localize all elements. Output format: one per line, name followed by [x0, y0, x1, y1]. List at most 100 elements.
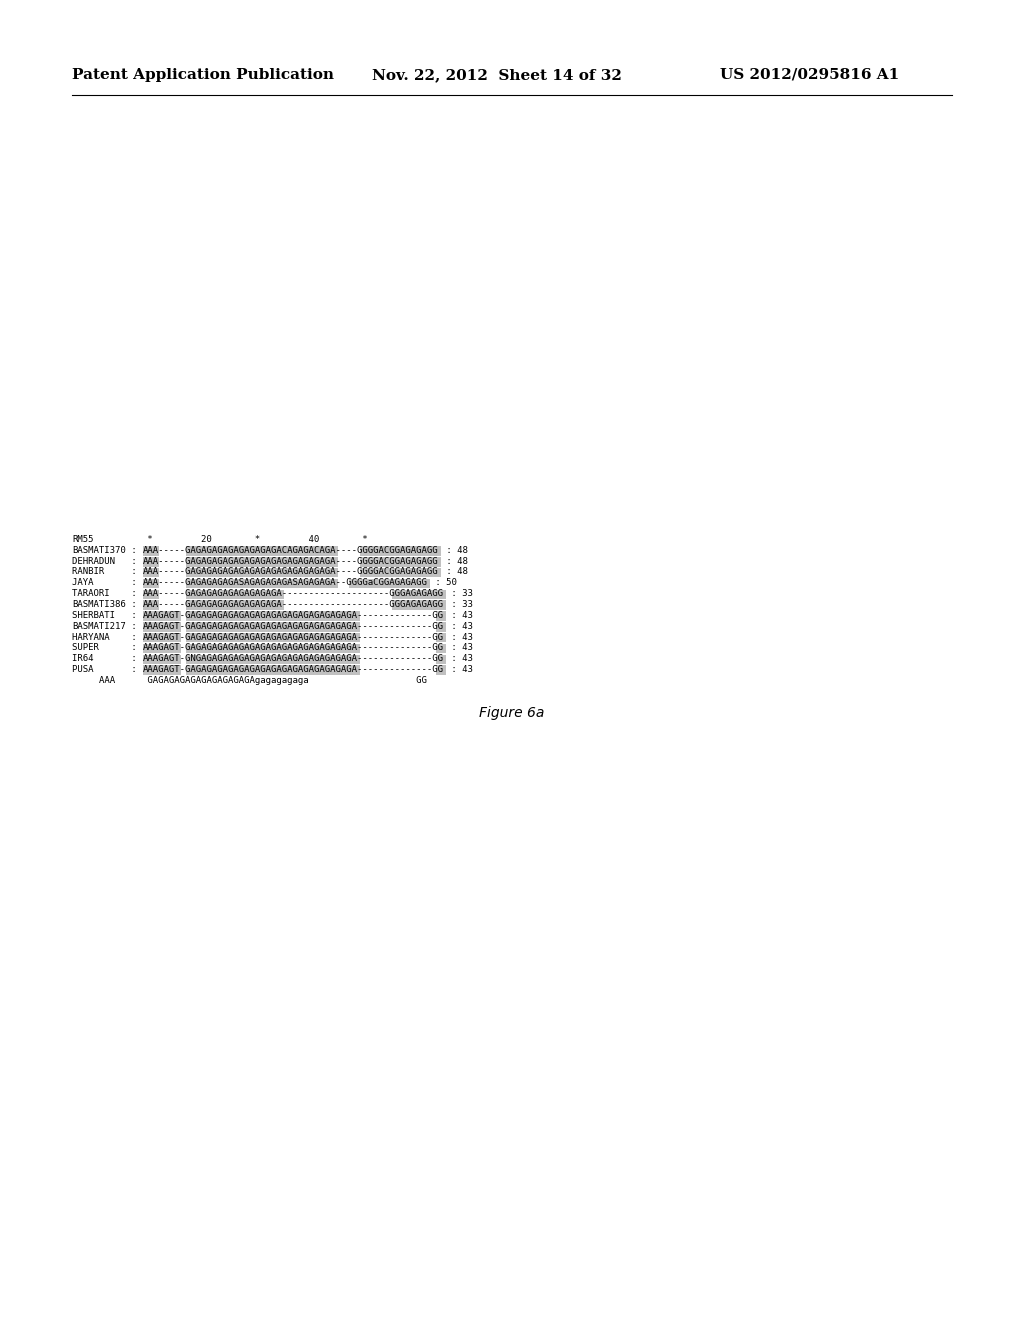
Bar	[197, 601, 202, 610]
Bar	[229, 632, 234, 643]
Bar	[164, 644, 170, 653]
Bar	[267, 557, 272, 566]
Bar	[208, 568, 213, 577]
Bar	[279, 655, 284, 664]
Bar	[202, 578, 208, 589]
Bar	[234, 655, 241, 664]
Bar	[284, 655, 289, 664]
Bar	[154, 546, 159, 556]
Bar	[142, 644, 147, 653]
Bar	[435, 546, 441, 556]
Bar	[310, 557, 316, 566]
Bar	[316, 568, 322, 577]
Bar	[387, 546, 392, 556]
Bar	[300, 622, 305, 632]
Bar	[300, 665, 305, 675]
Bar	[295, 578, 300, 589]
Bar	[289, 557, 295, 566]
Bar	[234, 611, 241, 620]
Bar	[435, 644, 441, 653]
Text: AAA-----GAGAGAGAGAGAGAGAGA--------------------GGGAGAGAGG: AAA-----GAGAGAGAGAGAGAGAGA--------------…	[142, 589, 443, 598]
Bar	[224, 632, 229, 643]
Bar	[208, 622, 213, 632]
Bar	[289, 665, 295, 675]
Bar	[381, 568, 387, 577]
Bar	[197, 557, 202, 566]
Bar	[279, 665, 284, 675]
Bar	[256, 665, 262, 675]
Bar	[338, 632, 343, 643]
Bar	[392, 557, 397, 566]
Bar	[197, 644, 202, 653]
Text: AAA-----GAGAGAGAGAGAGAGAGA--------------------GGGAGAGAGG: AAA-----GAGAGAGAGAGAGAGAGA--------------…	[142, 601, 443, 609]
Bar	[251, 644, 256, 653]
Bar	[159, 644, 164, 653]
Bar	[310, 665, 316, 675]
Bar	[197, 632, 202, 643]
Bar	[262, 655, 267, 664]
Bar	[256, 622, 262, 632]
Bar	[267, 655, 272, 664]
Bar	[267, 578, 272, 589]
Bar	[409, 578, 414, 589]
Bar	[279, 601, 284, 610]
Bar	[272, 611, 279, 620]
Bar	[241, 632, 246, 643]
Bar	[202, 568, 208, 577]
Bar	[365, 568, 371, 577]
Bar	[208, 601, 213, 610]
Bar	[246, 590, 251, 599]
Bar	[202, 546, 208, 556]
Bar	[218, 632, 224, 643]
Bar	[218, 568, 224, 577]
Bar	[327, 632, 333, 643]
Text: :: :	[126, 665, 142, 675]
Bar	[338, 611, 343, 620]
Bar	[295, 622, 300, 632]
Bar	[316, 644, 322, 653]
Bar	[159, 655, 164, 664]
Bar	[262, 611, 267, 620]
Bar	[202, 665, 208, 675]
Bar	[409, 601, 414, 610]
Bar	[197, 611, 202, 620]
Text: :: :	[126, 611, 142, 620]
Bar	[170, 622, 175, 632]
Bar	[186, 632, 191, 643]
Text: RM55: RM55	[72, 535, 93, 544]
Bar	[224, 655, 229, 664]
Bar	[175, 655, 180, 664]
Bar	[256, 655, 262, 664]
Bar	[343, 665, 349, 675]
Bar	[142, 601, 147, 610]
Bar	[246, 644, 251, 653]
Bar	[414, 601, 419, 610]
Bar	[333, 665, 338, 675]
Bar	[310, 622, 316, 632]
Bar	[279, 622, 284, 632]
Text: AAAGAGT-GAGAGAGAGAGAGAGAGAGAGAGAGAGAGAGA--------------GG: AAAGAGT-GAGAGAGAGAGAGAGAGAGAGAGAGAGAGAGA…	[142, 643, 443, 652]
Bar	[175, 644, 180, 653]
Bar	[327, 546, 333, 556]
Bar	[251, 632, 256, 643]
Text: Nov. 22, 2012  Sheet 14 of 32: Nov. 22, 2012 Sheet 14 of 32	[372, 69, 622, 82]
Text: AAA-----GAGAGAGAGASAGAGAGAGASAGAGAGA--GGGGaCGGAGAGAGG: AAA-----GAGAGAGAGASAGAGAGAGASAGAGAGA--GG…	[142, 578, 427, 587]
Bar	[256, 644, 262, 653]
Bar	[392, 568, 397, 577]
Text: :: :	[126, 568, 142, 577]
Bar	[409, 590, 414, 599]
Bar	[267, 665, 272, 675]
Bar	[229, 655, 234, 664]
Bar	[392, 546, 397, 556]
Bar	[191, 611, 197, 620]
Bar	[305, 578, 310, 589]
Bar	[272, 568, 279, 577]
Bar	[316, 665, 322, 675]
Bar	[305, 557, 310, 566]
Bar	[300, 611, 305, 620]
Bar	[300, 655, 305, 664]
Bar	[175, 665, 180, 675]
Bar	[295, 546, 300, 556]
Bar	[441, 622, 446, 632]
Bar	[376, 578, 381, 589]
